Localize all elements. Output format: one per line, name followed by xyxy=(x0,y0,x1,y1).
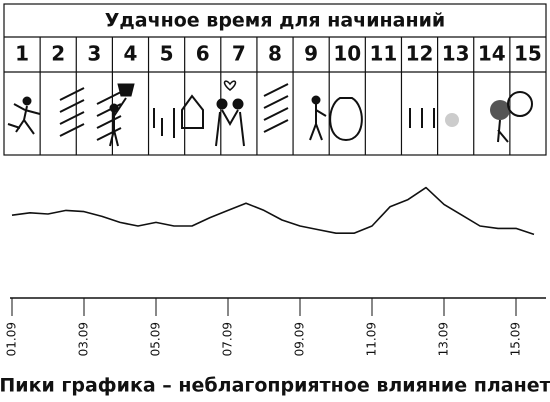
plot: 01.09 03.09 05.09 07.09 09.09 11.09 13.09 15.09 xyxy=(5,186,535,356)
icon xyxy=(109,97,127,147)
icon xyxy=(409,108,435,128)
icon xyxy=(329,97,363,142)
icon xyxy=(153,108,175,138)
day-number: 9 xyxy=(304,42,318,66)
icon xyxy=(497,119,509,143)
icon xyxy=(309,104,327,141)
day-number: 8 xyxy=(268,42,282,66)
x-tick-label: 07.09 xyxy=(221,322,235,356)
x-tick-label: 03.09 xyxy=(77,322,91,356)
icon xyxy=(490,100,510,120)
icon xyxy=(215,109,245,147)
icon xyxy=(7,103,41,135)
x-tick-label: 13.09 xyxy=(437,322,451,356)
day-number: 2 xyxy=(51,42,65,66)
x-tick-label: 01.09 xyxy=(5,322,19,356)
icon xyxy=(232,98,244,110)
day-number: 12 xyxy=(406,42,434,66)
icon xyxy=(96,91,122,141)
icon xyxy=(181,94,204,129)
icon xyxy=(263,83,289,133)
icon xyxy=(445,113,459,127)
icon xyxy=(311,95,321,105)
table-title: Удачное время для начинаний xyxy=(105,10,445,32)
icon xyxy=(507,91,533,117)
day-number: 10 xyxy=(333,42,361,66)
icon xyxy=(22,96,32,106)
icon xyxy=(117,83,135,97)
day-number: 11 xyxy=(369,42,397,66)
day-number: 1 xyxy=(15,42,29,66)
icon xyxy=(223,80,237,91)
table-columns: 1 2 3 4 5 6 7 8 9 10 11 12 13 14 15 xyxy=(4,37,546,155)
x-tick-label: 11.09 xyxy=(365,322,379,356)
day-number: 14 xyxy=(478,42,506,66)
x-tick-label: 09.09 xyxy=(293,322,307,356)
icons xyxy=(7,80,533,147)
x-tick-label: 05.09 xyxy=(149,322,163,356)
caption: Пики графика – неблагоприятное влияние п… xyxy=(0,375,550,397)
day-number: 4 xyxy=(124,42,138,66)
icon xyxy=(59,87,85,137)
day-number: 15 xyxy=(514,42,542,66)
line xyxy=(11,186,535,236)
day-number: 3 xyxy=(87,42,101,66)
icon xyxy=(216,98,228,110)
day-number: 6 xyxy=(196,42,210,66)
table-frame xyxy=(3,3,547,156)
day-number: 5 xyxy=(160,42,174,66)
day-number: 7 xyxy=(232,42,246,66)
x-tick-label: 15.09 xyxy=(509,322,523,356)
day-number: 13 xyxy=(442,42,470,66)
